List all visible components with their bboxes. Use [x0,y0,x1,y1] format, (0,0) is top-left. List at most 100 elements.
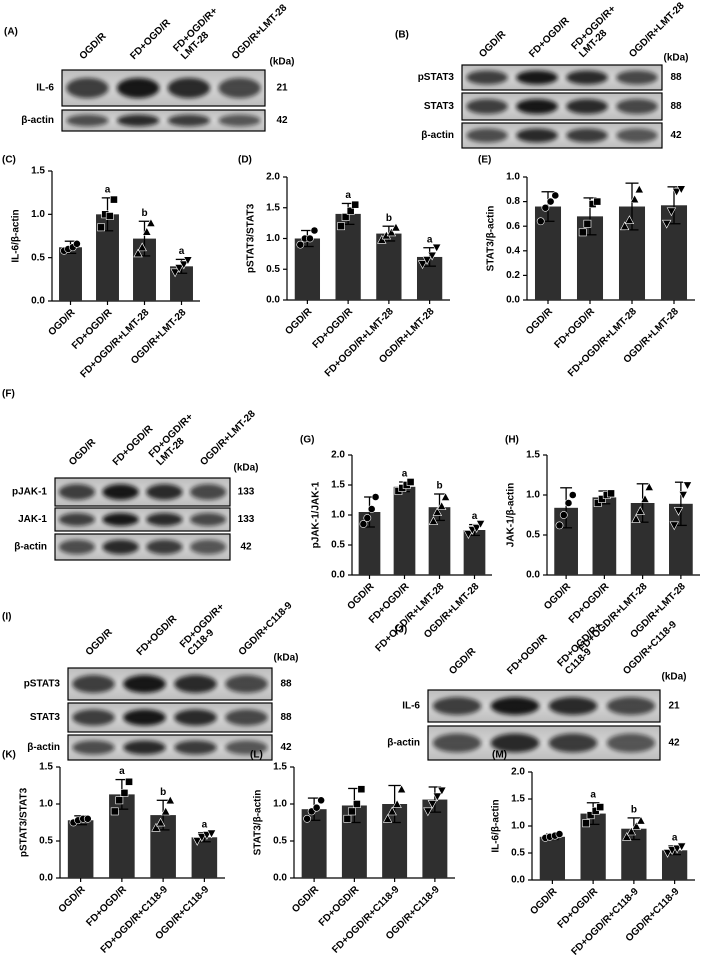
lane-label: FD+OGD/R [128,17,173,62]
bar [96,214,119,301]
data-point [428,516,439,525]
data-point [312,803,321,812]
blot-band [189,539,227,555]
data-point [546,197,555,206]
lane-label-line: OGD/R+LMT-28 [627,0,687,60]
y-tick-label: 0.0 [511,875,525,886]
data-point [382,813,393,823]
kda-label: 42 [276,115,288,126]
data-point [578,228,587,237]
y-tick-label: 1.5 [331,480,345,491]
y-tick-label: 1.0 [331,510,345,521]
blot-band [146,484,183,500]
unit-label: (kDa) [269,57,294,68]
blot-band [58,513,96,526]
y-axis-label: IL-6/β-actin [11,209,22,262]
data-point [83,814,92,823]
data-point [206,829,217,839]
blot-band [174,675,217,693]
blot-band [102,539,139,555]
y-tick-label: 0.4 [506,245,520,256]
bar [67,820,94,878]
data-point [387,806,397,816]
blot-band [432,697,482,715]
blot-band [174,740,217,755]
blot-band [218,114,261,127]
panel-label: (F) [2,389,15,400]
data-point [436,501,447,510]
lane-label: OGD/R+C118-9 [237,600,295,658]
significance-label: b [436,481,442,492]
data-point [431,243,442,253]
y-tick-label: 0.5 [31,252,45,263]
blot-band [616,128,658,143]
data-point [151,822,161,832]
data-point [673,507,684,516]
data-point [644,482,654,491]
lane-label-line: OGD/R+C118-9 [237,600,295,658]
y-tick-label: 1.5 [31,166,45,177]
data-point [133,248,143,258]
panel-label: (I) [2,612,11,623]
blot-band [606,697,656,715]
y-tick-label: 0.6 [506,221,520,232]
y-tick-label: 1.5 [526,450,540,461]
x-tick-label: OGD/R [542,581,574,613]
lane-label-line: OGD/R [67,436,99,468]
blot-band [72,740,115,755]
data-point [386,227,397,237]
data-point [437,786,447,796]
y-tick-label: 0.5 [526,530,540,541]
y-axis-label: pSTAT3/STAT3 [246,203,257,273]
data-point [564,499,573,507]
data-point [170,268,180,278]
data-point [110,807,119,816]
x-tick-label: FD+OGD/R+LMT-28 [373,581,446,654]
data-point [346,206,355,215]
significance-label: b [160,787,166,798]
y-tick-label: 0.0 [39,873,53,884]
data-point [598,495,606,503]
bar [376,233,402,300]
x-tick-label: FD+OGD/R+LMT-28 [78,307,151,380]
panel-label: (E) [478,155,491,166]
kda-label: 21 [276,83,288,94]
data-point [593,499,602,507]
lane-label: FD+OGD/R+LMT-28 [171,5,220,62]
y-tick-label: 1.0 [526,490,540,501]
data-point [672,844,682,854]
data-point [343,814,352,823]
panel-label: (B) [395,30,409,41]
lane-label: FD+OGD/R+LMT-28 [147,411,196,468]
significance-label: b [386,213,392,224]
blot-band [167,77,211,99]
y-tick-label: 1.5 [39,762,53,773]
blot-band [225,675,268,693]
kda-label: 42 [670,130,682,141]
data-point [160,806,171,816]
significance-label: b [631,805,637,816]
data-point [631,821,642,830]
kda-label: 42 [280,742,292,753]
y-tick-label: 0.0 [273,873,287,884]
row-label: IL-6 [402,701,420,712]
lane-label-line: OGD/R [477,28,509,60]
data-point [303,814,312,823]
y-tick-label: 0.8 [506,196,520,207]
data-point [142,226,152,236]
data-point [475,520,486,529]
kda-label: 88 [670,101,682,112]
lane-label-line: OGD/R+LMT-28 [230,2,290,62]
x-tick-label: OGD/R [283,306,315,338]
y-tick-label: 0.5 [511,848,525,859]
data-point [662,219,672,229]
data-point [635,506,645,515]
data-point [417,260,428,270]
y-tick-label: 0.2 [506,270,520,281]
blot-band [72,709,115,726]
blot-band [58,484,96,500]
y-tick-label: 0.0 [31,296,45,307]
data-point [678,491,688,500]
lane-label-line: FD+OGD/R [527,15,572,60]
data-point [73,239,81,248]
